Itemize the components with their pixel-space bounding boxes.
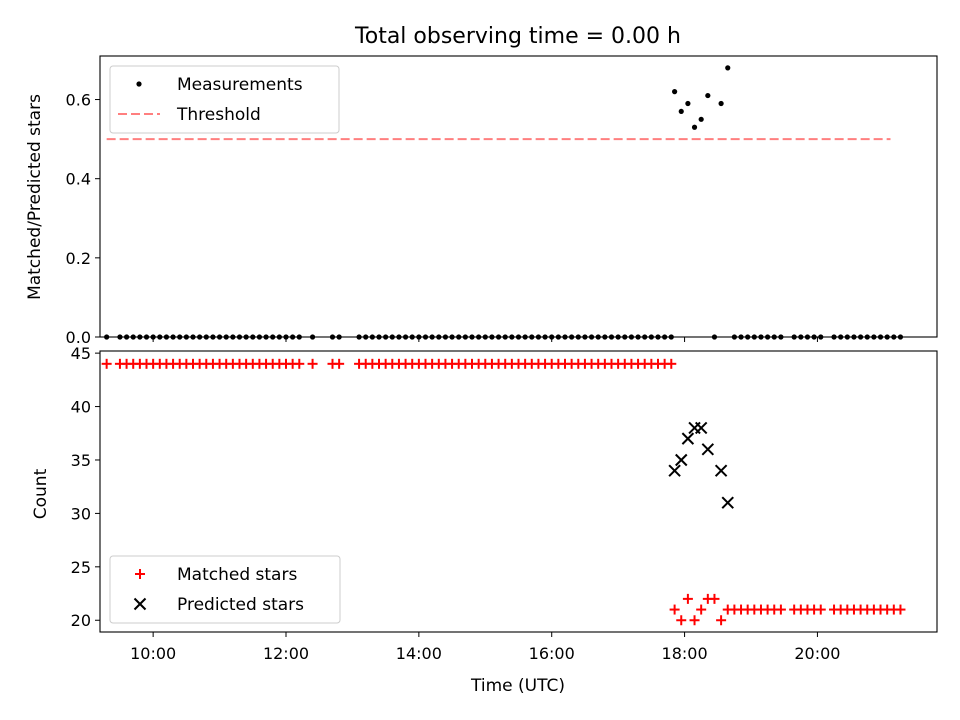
legend-threshold-label: Threshold — [176, 105, 261, 125]
matched-star-point — [895, 604, 906, 615]
measurement-point — [698, 116, 704, 122]
predicted-star-point — [701, 443, 715, 456]
bottom-y-tick-label: 40 — [71, 398, 91, 417]
predicted-star-point-b — [675, 453, 688, 467]
top-panel: 0.0 0.2 0.4 0.6 Measurements Threshold — [66, 55, 938, 347]
matched-star-point — [669, 604, 680, 615]
legend-predicted-marker-b — [133, 597, 147, 611]
predicted-star-point — [681, 432, 695, 445]
predicted-star-point-b — [681, 432, 695, 445]
x-tick-label: 12:00 — [263, 644, 309, 663]
legend-measurements-marker — [136, 81, 142, 87]
top-y-axis-label: Matched/Predicted stars — [25, 94, 45, 300]
x-tick-label: 10:00 — [130, 644, 176, 663]
bottom-y-tick-label: 20 — [71, 611, 91, 630]
bottom-y-tick-label: 35 — [71, 451, 91, 470]
matched-star-point — [775, 604, 786, 615]
legend-predicted-marker — [133, 597, 147, 611]
matched-star-point — [709, 593, 720, 604]
matched-star-point — [666, 358, 677, 369]
top-y-tick-label: 0.0 — [66, 328, 91, 347]
bottom-legend-box — [109, 555, 341, 624]
top-legend: Measurements Threshold — [109, 65, 340, 134]
predicted-star-point — [668, 464, 681, 477]
measurement-point — [678, 108, 684, 115]
x-tick-label: 16:00 — [529, 644, 575, 663]
predicted-star-point-b — [694, 421, 708, 435]
predicted-star-point-b — [701, 443, 715, 456]
top-y-tick-label: 0.2 — [66, 249, 91, 268]
bottom-y-tick-label: 45 — [71, 344, 91, 363]
predicted-star-point — [694, 421, 708, 435]
predicted-star-point — [675, 453, 688, 467]
x-tick-label: 18:00 — [662, 644, 708, 663]
legend-matched-label: Matched stars — [177, 565, 297, 585]
top-y-tick-label: 0.4 — [66, 170, 91, 189]
predicted-star-point-b — [721, 496, 734, 509]
x-tick-label: 20:00 — [794, 644, 840, 663]
matched-star-point — [294, 358, 305, 369]
bottom-y-tick-label: 25 — [71, 558, 91, 577]
legend-measurements-label: Measurements — [177, 75, 303, 95]
matched-star-point — [716, 615, 727, 626]
matched-star-point — [334, 358, 345, 369]
chart-title: Total observing time = 0.00 h — [354, 24, 681, 49]
matched-star-point — [815, 604, 826, 615]
matched-star-point — [307, 358, 318, 369]
matched-star-point — [101, 358, 112, 369]
bottom-y-axis-label: Count — [31, 468, 51, 519]
top-y-tick-label: 0.6 — [66, 91, 91, 110]
matched-star-point — [682, 593, 693, 604]
predicted-star-point-b — [714, 464, 728, 477]
predicted-star-point-b — [668, 464, 681, 477]
legend-matched-marker — [135, 569, 145, 579]
bottom-legend: Matched stars Predicted stars — [109, 555, 341, 624]
measurement-point — [718, 100, 724, 107]
measurement-point — [691, 124, 698, 130]
top-axes-frame — [99, 55, 938, 338]
bottom-y-tick-label: 30 — [71, 504, 91, 523]
top-legend-box — [109, 65, 340, 134]
measurement-point — [672, 89, 678, 95]
x-axis-label: Time (UTC) — [470, 676, 565, 696]
x-tick-label: 14:00 — [396, 644, 442, 663]
measurement-point — [725, 65, 731, 71]
matched-star-point — [696, 604, 707, 615]
predicted-star-point — [721, 496, 734, 509]
bottom-panel: 20 25 30 35 40 45 10:00 12:00 14:00 16:00 18:00 20:… — [71, 344, 938, 663]
measurement-point — [685, 100, 691, 107]
predicted-star-point — [714, 464, 728, 477]
matched-star-point — [676, 615, 687, 626]
matched-star-point — [689, 615, 700, 626]
measurement-point — [705, 92, 711, 99]
bottom-axes-frame — [99, 350, 938, 633]
legend-predicted-label: Predicted stars — [177, 595, 304, 615]
